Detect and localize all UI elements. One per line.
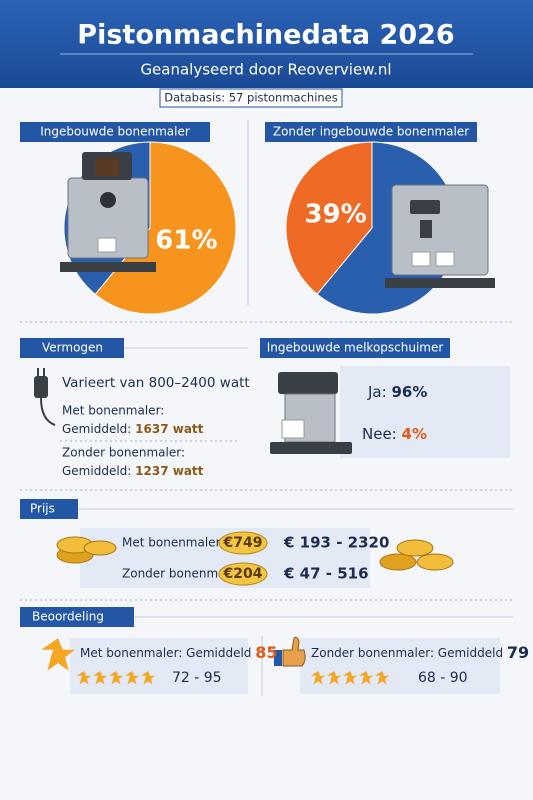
no-label: Nee: [362,425,397,443]
ribbon [20,122,210,142]
price-badge [218,562,268,586]
rating-line: Met bonenmaler: Gemiddeld 85 [80,643,278,662]
milk-yes: Ja: 96% [367,383,427,401]
section-title: Vermogen [42,341,103,355]
yes-label: Ja: [367,383,387,401]
rating-avg: 79 [507,643,529,662]
price-badge [218,531,268,555]
pie-value-label: 39% [304,199,366,229]
rating-label: Zonder bonenmaler: Gemiddeld [311,646,503,660]
thumb-icon [274,637,306,667]
ribbon [20,499,78,519]
star-icon [41,638,75,671]
price-avg: €204 [223,566,263,582]
machine-icon [385,184,495,288]
rating-range: 72 - 95 [172,670,222,686]
ribbon [260,338,450,358]
badge [159,88,343,108]
milk-no: Nee: 4% [362,425,427,443]
no-value: 4% [402,425,427,443]
power-range: Varieert van 800–2400 watt [62,375,250,391]
price-range: € 47 - 516 [283,565,369,583]
panel [70,638,248,694]
section-title: Beoordeling [32,610,104,624]
avg-label: Gemiddeld: [62,464,131,478]
coins-icon [56,536,454,571]
power-label: Met bonenmaler: [62,404,164,418]
price-label: Met bonenmaler: [122,536,224,550]
pie-title: Zonder ingebouwde bonenmaler [273,125,469,139]
panel [340,366,510,458]
pie-slice [285,141,373,295]
section-title: Ingebouwde melkopschuimer [267,341,444,355]
pie-title: Ingebouwde bonenmaler [40,125,190,139]
ribbon [20,338,124,358]
price-label: Zonder bonenmaler: [122,567,245,581]
rating-line: Zonder bonenmaler: Gemiddeld 79 [311,643,529,662]
yes-value: 96% [391,383,427,401]
ribbon [265,122,477,142]
power-avg: Gemiddeld: 1637 watt [62,422,204,436]
price-range: € 193 - 2320 [283,534,389,552]
header-band [0,0,533,88]
avg-label: Gemiddeld: [62,422,131,436]
avg-value: 1637 watt [135,422,203,436]
price-avg: €749 [223,535,263,551]
subtitle: Geanalyseerd door Reoverview.nl [140,61,391,79]
pie-value-label: 61% [155,226,217,256]
machine-icon [60,152,156,272]
plug-icon [34,368,56,426]
section-title: Prijs [30,502,55,516]
panel [300,638,500,694]
rating-range: 68 - 90 [418,670,468,686]
power-label: Zonder bonenmaler: [62,446,185,460]
rating-label: Met bonenmaler: Gemiddeld [80,646,251,660]
avg-value: 1237 watt [135,464,203,478]
badge-text: Databasis: 57 pistonmachines [164,91,338,105]
power-avg: Gemiddeld: 1237 watt [62,464,204,478]
ribbon [20,607,134,627]
rating-avg: 85 [255,643,277,662]
page-title: Pistonmachinedata 2026 [77,20,454,51]
machine-icon [270,372,352,454]
